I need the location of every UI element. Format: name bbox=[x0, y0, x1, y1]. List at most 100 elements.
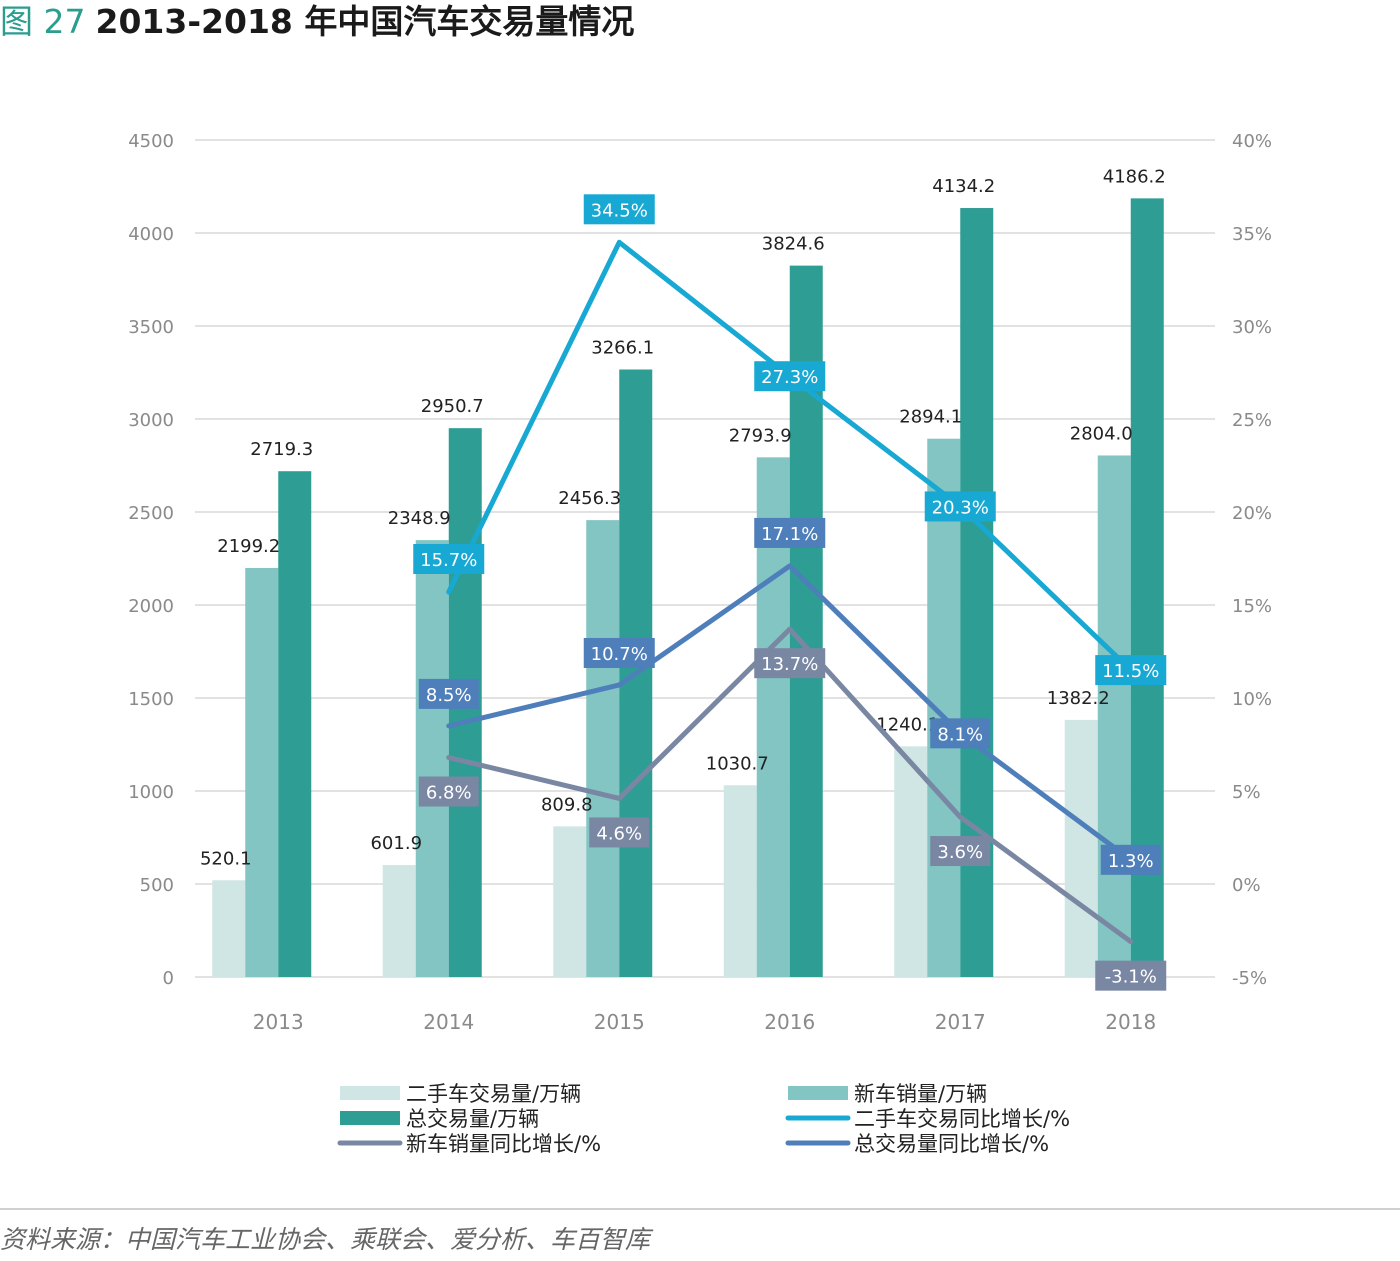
footer-divider bbox=[0, 1208, 1400, 1210]
bar-value-label: 2719.3 bbox=[250, 439, 313, 460]
bar-1 bbox=[894, 746, 928, 977]
bar-value-label: 1240.1 bbox=[876, 714, 939, 735]
line-label-box bbox=[418, 678, 479, 709]
line-label-box bbox=[924, 491, 996, 522]
figure-title: 图 27 2013-2018 年中国汽车交易量情况 bbox=[0, 0, 634, 44]
y-left-tick-label: 0 bbox=[163, 968, 174, 989]
legend-item: 新车销量/万辆 bbox=[788, 1082, 987, 1106]
x-tick-label: 2015 bbox=[594, 1010, 645, 1034]
line-value-label: -3.1% bbox=[1105, 967, 1157, 988]
line-value-label: 27.3% bbox=[761, 367, 818, 388]
line-value-label: 8.5% bbox=[426, 685, 472, 706]
legend-label: 二手车交易同比增长/% bbox=[854, 1107, 1070, 1131]
x-tick-label: 2014 bbox=[423, 1010, 474, 1034]
bar-value-label: 4186.2 bbox=[1103, 166, 1166, 187]
y-right-tick-label: 0% bbox=[1232, 875, 1261, 896]
bar-value-label: 2199.2 bbox=[217, 536, 280, 557]
line-value-label: 8.1% bbox=[937, 724, 983, 745]
y-left-tick-label: 1000 bbox=[128, 782, 174, 803]
legend-label: 总交易量/万辆 bbox=[406, 1107, 539, 1131]
legend-label: 总交易量同比增长/% bbox=[854, 1132, 1049, 1156]
y-left-tick-label: 4000 bbox=[128, 224, 174, 245]
line-label-box bbox=[413, 543, 485, 574]
bar-2 bbox=[586, 520, 620, 977]
series-line-2 bbox=[446, 626, 1134, 945]
bar-value-label: 601.9 bbox=[370, 833, 422, 854]
y-left-tick-label: 500 bbox=[140, 875, 174, 896]
line-value-label: 13.7% bbox=[761, 654, 818, 675]
y-left-tick-label: 3000 bbox=[128, 410, 174, 431]
line-label-box bbox=[930, 718, 991, 749]
y-right-tick-label: 15% bbox=[1232, 596, 1272, 617]
source-note: 资料来源：中国汽车工业协会、乘联会、爱分析、车百智库 bbox=[0, 1225, 651, 1254]
bar-1 bbox=[382, 865, 416, 977]
bar-1 bbox=[723, 785, 757, 977]
line-value-label: 11.5% bbox=[1102, 661, 1159, 682]
figure-title-text: 2013-2018 年中国汽车交易量情况 bbox=[95, 2, 635, 41]
bar-3 bbox=[278, 471, 312, 977]
bar-1 bbox=[212, 880, 246, 977]
y-left-tick-label: 2000 bbox=[128, 596, 174, 617]
legend-item: 总交易量/万辆 bbox=[340, 1107, 539, 1131]
legend-item: 二手车交易同比增长/% bbox=[785, 1107, 1070, 1131]
line-value-label: 15.7% bbox=[420, 550, 477, 571]
bar-value-label: 2793.9 bbox=[729, 425, 792, 446]
legend-label: 新车销量/万辆 bbox=[854, 1082, 987, 1106]
series-line-3 bbox=[446, 563, 1134, 863]
legend-item: 新车销量同比增长/% bbox=[337, 1132, 601, 1156]
x-tick-label: 2013 bbox=[253, 1010, 304, 1034]
x-tick-label: 2017 bbox=[935, 1010, 986, 1034]
y-left-tick-label: 1500 bbox=[128, 689, 174, 710]
bar-value-label: 520.1 bbox=[200, 848, 252, 869]
legend-label: 二手车交易量/万辆 bbox=[406, 1082, 581, 1106]
bar-value-label: 2456.3 bbox=[558, 488, 621, 509]
y-right-tick-label: 25% bbox=[1232, 410, 1272, 431]
y-right-tick-label: 30% bbox=[1232, 317, 1272, 338]
bar-value-label: 2348.9 bbox=[388, 508, 451, 529]
y-right-tick-label: 5% bbox=[1232, 782, 1261, 803]
combo-chart: 0 500 1000 1500 2000 2500 3000 3500 4000 4500 -5% 0… bbox=[128, 131, 1272, 1156]
bar-value-label: 2894.1 bbox=[899, 407, 962, 428]
line-label-box bbox=[930, 836, 991, 867]
bar-value-label: 1030.7 bbox=[706, 753, 769, 774]
line-value-label: 3.6% bbox=[937, 842, 983, 863]
bar-2 bbox=[245, 567, 279, 977]
bar-value-label: 3266.1 bbox=[591, 338, 654, 359]
line-value-label: 34.5% bbox=[591, 200, 648, 221]
x-tick-label: 2018 bbox=[1105, 1010, 1156, 1034]
bar-value-label: 4134.2 bbox=[932, 176, 995, 197]
bar-value-label: 3824.6 bbox=[762, 234, 825, 255]
y-right-tick-label: 35% bbox=[1232, 224, 1272, 245]
line-label-box bbox=[754, 361, 826, 392]
line-label-box bbox=[754, 648, 826, 679]
line-value-label: 10.7% bbox=[591, 644, 648, 665]
line-label-box bbox=[754, 517, 826, 548]
legend-item: 总交易量同比增长/% bbox=[785, 1132, 1049, 1156]
line-label-box bbox=[1100, 844, 1161, 875]
y-left-tick-label: 3500 bbox=[128, 317, 174, 338]
line-value-label: 17.1% bbox=[761, 524, 818, 545]
y-right-tick-label: 20% bbox=[1232, 503, 1272, 524]
x-tick-label: 2016 bbox=[764, 1010, 815, 1034]
legend-swatch bbox=[340, 1086, 400, 1100]
line-label-box bbox=[583, 194, 655, 225]
legend-label: 新车销量同比增长/% bbox=[406, 1132, 601, 1156]
bar-1 bbox=[553, 826, 587, 977]
line-label-box bbox=[418, 776, 479, 807]
y-left-tick-label: 2500 bbox=[128, 503, 174, 524]
line-value-label: 20.3% bbox=[932, 497, 989, 518]
bar-2 bbox=[1097, 455, 1131, 977]
line-label-box bbox=[1095, 655, 1167, 686]
y-right-tick-label: -5% bbox=[1232, 968, 1267, 989]
y-right-tick-label: 40% bbox=[1232, 131, 1272, 152]
legend-swatch bbox=[340, 1111, 400, 1125]
bar-2 bbox=[415, 540, 449, 977]
y-left-tick-label: 4500 bbox=[128, 131, 174, 152]
bar-value-label: 2950.7 bbox=[421, 396, 484, 417]
line-value-label: 4.6% bbox=[596, 823, 642, 844]
legend-swatch bbox=[788, 1086, 848, 1100]
figure-number: 图 27 bbox=[0, 2, 86, 41]
line-value-label: 6.8% bbox=[426, 783, 472, 804]
line-value-label: 1.3% bbox=[1108, 851, 1154, 872]
bar-value-label: 2804.0 bbox=[1070, 423, 1133, 444]
